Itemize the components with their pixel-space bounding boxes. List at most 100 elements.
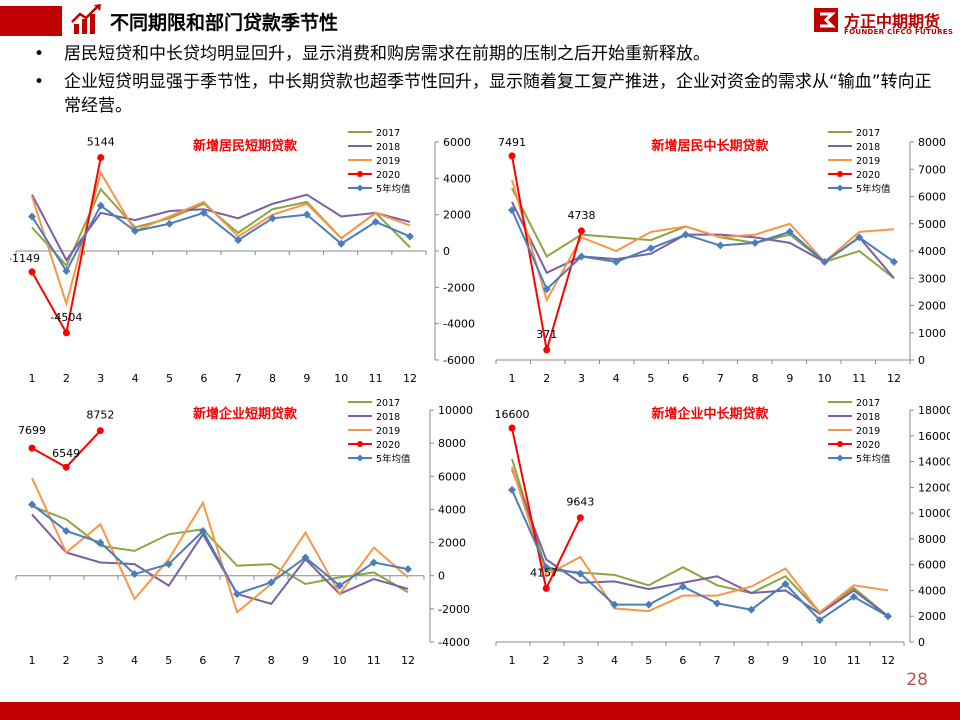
x-tick-label: 11 [847,654,861,667]
x-tick-label: 8 [268,654,275,667]
legend-label: 2020 [376,170,400,181]
x-tick-label: 4 [613,372,620,385]
x-tick-label: 10 [333,654,347,667]
y-tick-label: 8000 [918,533,946,546]
y-tick-label: 2000 [918,300,946,313]
y-tick-label: 10000 [918,507,950,520]
y-tick-label: 6000 [918,191,946,204]
series-point-avg [577,252,586,261]
series-line-5年均值 [511,209,895,291]
legend-label: 2019 [856,426,880,437]
series-point-2020 [543,346,551,354]
chart-title: 新增企业短期贷款 [193,406,298,422]
series-point-avg [612,257,621,266]
rising-chart-icon [71,4,101,34]
legend-label: 2018 [856,412,880,423]
summary-bullets: • 居民短贷和中长贷均明显回升，显示消费和购房需求在前期的压制之后开始重新释放。 … [34,42,934,118]
x-tick-label: 1 [29,654,36,667]
y-tick-label: 6000 [918,559,946,572]
x-tick-label: 2 [63,372,70,385]
series-point-avg [199,208,208,217]
y-tick-label: 1000 [918,327,946,340]
x-tick-label: 7 [234,654,241,667]
bullet-text: 企业短贷明显强于季节性，中长期贷款也超季节性回升，显示随着复工复产推进，企业对资… [64,72,932,116]
series-point-avg [678,582,687,591]
y-tick-label: 2000 [918,610,946,623]
series-point-avg [131,227,140,236]
y-tick-label: -4000 [443,318,475,331]
x-tick-label: 6 [682,372,689,385]
data-label: 9643 [566,496,594,509]
x-tick-label: 6 [679,654,686,667]
series-point-avg [371,217,380,226]
x-tick-label: 4 [131,654,138,667]
series-point-avg [267,578,276,587]
y-tick-label: 6000 [443,136,471,149]
series-point-2020 [62,463,70,471]
series-point-2020 [508,152,516,160]
series-point-avg [747,605,756,614]
x-tick-label: 3 [97,654,104,667]
x-tick-label: 12 [887,372,901,385]
bullet-item: • 居民短贷和中长贷均明显回升，显示消费和购房需求在前期的压制之后开始重新释放。 [34,42,934,66]
y-tick-label: 8000 [918,136,946,149]
y-tick-label: -6000 [443,354,475,367]
y-tick-label: 10000 [438,404,473,417]
legend-label: 5年均值 [376,183,411,195]
chart-title: 新增居民中长期贷款 [651,138,769,154]
series-line-2017 [511,187,895,280]
bullet-dot: • [34,72,45,92]
legend-label: 2017 [376,398,400,409]
legend-label: 2020 [856,440,880,451]
y-tick-label: 16000 [918,430,950,443]
x-tick-label: 12 [401,654,415,667]
x-tick-label: 9 [302,654,309,667]
x-tick-label: 2 [543,654,550,667]
y-tick-label: 2000 [438,537,466,550]
y-tick-label: 0 [918,354,925,367]
x-tick-label: 4 [611,654,618,667]
y-tick-label: 0 [918,636,925,649]
legend-marker [356,454,364,462]
series-point-avg [646,244,655,253]
series-point-2020 [576,514,584,522]
series-point-avg [855,233,864,242]
series-point-avg [234,236,243,245]
series-point-avg [337,239,346,248]
bullet-text: 居民短贷和中长贷均明显回升，显示消费和购房需求在前期的压制之后开始重新释放。 [64,44,710,64]
chart-corporate-long-term: 18000 16000 14000 12000 10000 8000 6000 4000 200… [495,398,951,667]
page-number: 28 [906,670,928,690]
y-tick-label: -2000 [438,603,470,616]
x-tick-label: 5 [647,372,654,385]
series-point-avg [404,565,412,574]
series-point-2020 [28,268,36,276]
bullet-item: • 企业短贷明显强于季节性，中长期贷款也超季节性回升，显示随着复工复产推进，企业对… [34,70,934,118]
y-tick-label: -2000 [443,281,475,294]
series-line-5年均值 [31,503,409,596]
x-tick-label: 11 [367,654,381,667]
legend-marker [357,441,363,447]
legend-label: 2020 [856,170,880,181]
x-tick-label: 10 [334,372,348,385]
series-point-avg [610,600,619,609]
series-point-2020 [542,584,550,592]
series-point-avg [508,206,516,215]
x-tick-label: 10 [813,654,827,667]
series-point-avg [542,285,551,294]
legend-label: 5年均值 [856,453,891,465]
data-label: 6549 [52,447,80,460]
series-point-avg [198,526,207,535]
x-tick-label: 5 [645,654,652,667]
data-label: 7699 [18,424,46,437]
data-label: -1149 [10,252,40,265]
company-logo-icon [814,8,838,32]
series-point-2020 [508,424,516,432]
legend-label: 2017 [856,398,880,409]
x-tick-label: 9 [786,372,793,385]
series-point-avg [335,581,344,590]
x-tick-label: 2 [63,654,70,667]
series-point-avg [268,214,277,223]
header-accent-bar [0,6,62,36]
x-tick-label: 6 [200,372,207,385]
